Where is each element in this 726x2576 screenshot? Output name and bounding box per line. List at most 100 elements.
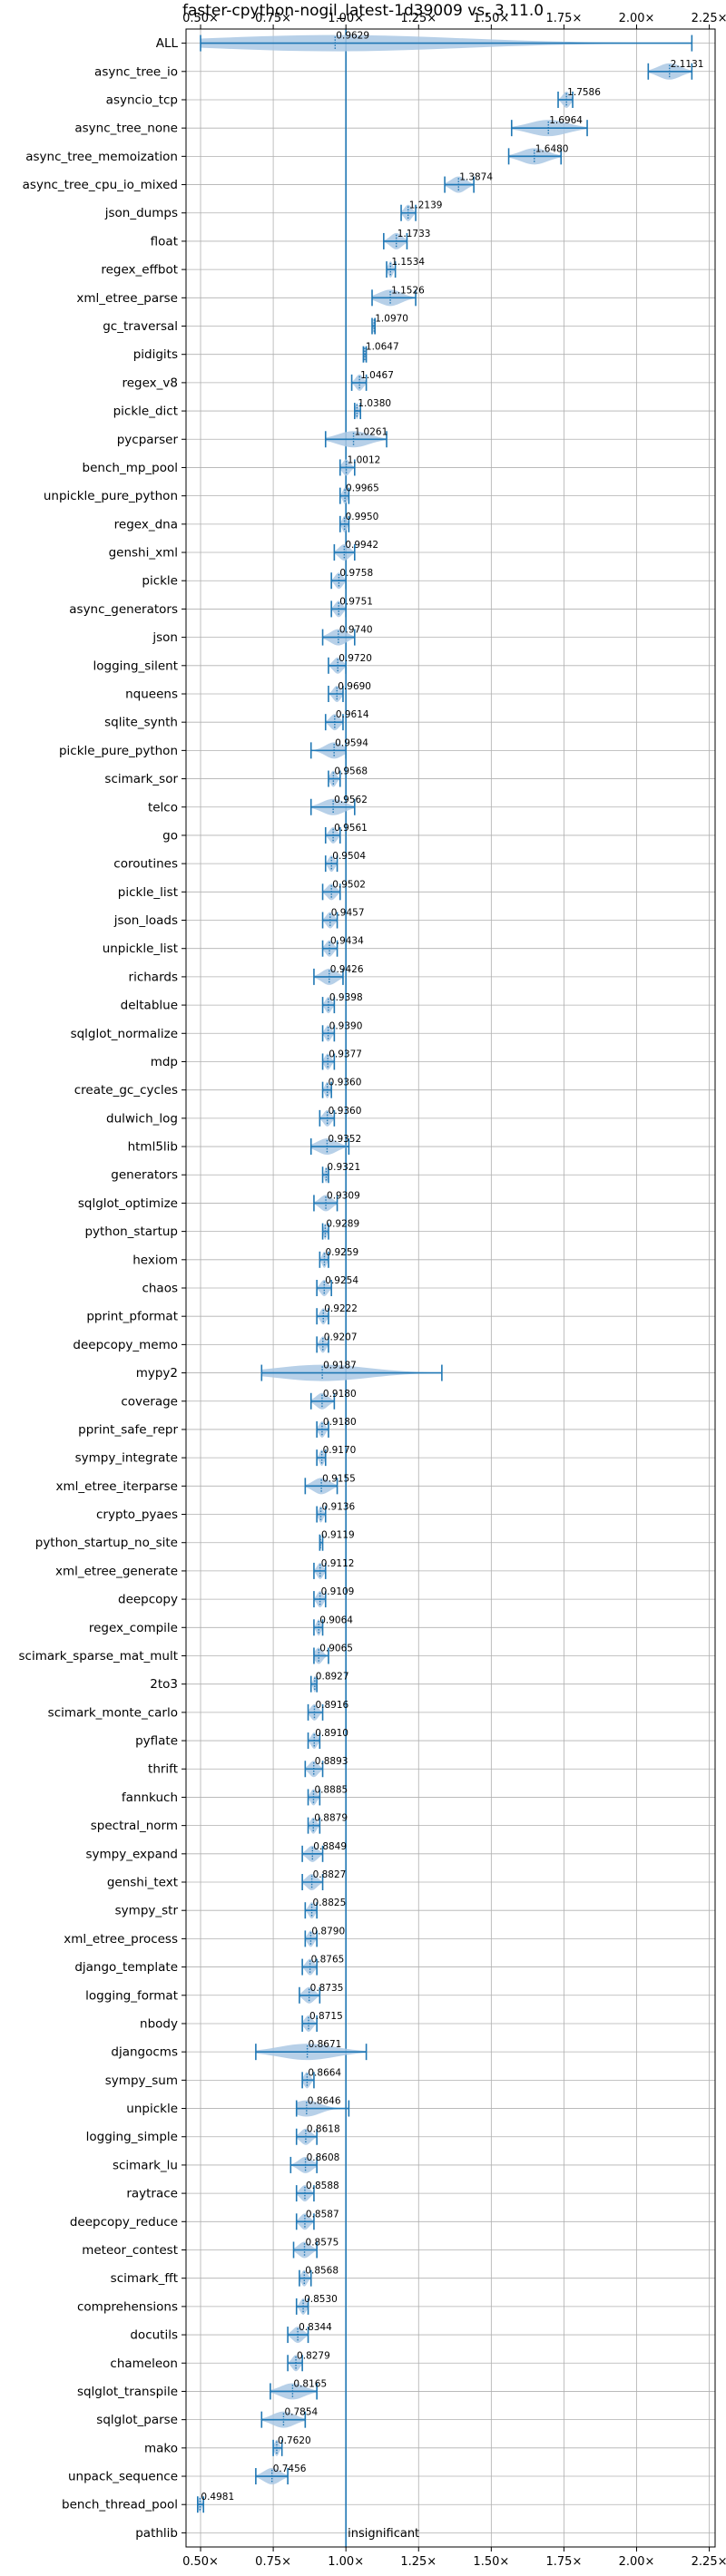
median-value-label: 0.8568 — [305, 2266, 338, 2277]
median-value-label: 0.8893 — [315, 1756, 348, 1767]
median-value-label: 1.0380 — [358, 398, 391, 409]
benchmark-label: pickle — [142, 574, 178, 589]
median-value-label: 0.8790 — [311, 1926, 345, 1937]
x-tick-label-top: 2.00× — [619, 12, 655, 25]
median-value-label: 0.9207 — [324, 1332, 358, 1342]
benchmark-label: regex_effbot — [101, 263, 178, 278]
x-tick-label-bottom: 1.75× — [546, 2555, 583, 2569]
benchmark-label: sqlite_synth — [104, 716, 178, 730]
benchmark-label: python_startup — [84, 1225, 178, 1239]
benchmark-label: regex_v8 — [122, 376, 178, 390]
benchmark-label: mdp — [151, 1055, 178, 1069]
benchmark-label: crypto_pyaes — [96, 1508, 178, 1522]
median-value-label: 0.9740 — [339, 625, 373, 636]
benchmark-label: deepcopy_memo — [73, 1338, 178, 1352]
median-value-label: 0.9942 — [345, 540, 378, 551]
benchmark-label: xml_etree_iterparse — [56, 1479, 179, 1494]
benchmark-label: djangocms — [111, 2045, 178, 2060]
x-tick-label-bottom: 0.75× — [255, 2555, 291, 2569]
benchmark-label: scimark_sparse_mat_mult — [19, 1649, 178, 1664]
median-value-label: 0.9119 — [321, 1530, 355, 1541]
benchmark-label: pickle_pure_python — [59, 744, 178, 758]
median-value-label: 0.9720 — [338, 653, 372, 664]
median-value-label: 0.9398 — [329, 992, 363, 1003]
benchmark-label: ALL — [156, 36, 179, 51]
benchmark-label: mypy2 — [136, 1366, 178, 1381]
x-tick-label-bottom: 1.25× — [400, 2555, 437, 2569]
median-value-label: 0.9352 — [328, 1134, 361, 1145]
benchmark-label: comprehensions — [77, 2299, 178, 2314]
benchmark-label: pprint_pformat — [86, 1310, 178, 1324]
benchmark-label: pathlib — [135, 2526, 178, 2541]
benchmark-label: 2to3 — [150, 1677, 178, 1692]
median-value-label: 0.9504 — [332, 851, 366, 862]
median-value-label: 0.7854 — [284, 2407, 318, 2418]
benchmark-label: json_loads — [113, 913, 178, 928]
chart-title: faster-cpython-nogil_latest-1d39009 vs. … — [182, 2, 544, 20]
x-tick-label-top: 1.25× — [400, 12, 437, 25]
benchmark-label: async_tree_io — [94, 64, 178, 79]
benchmark-label: async_generators — [69, 602, 178, 617]
median-value-label: 0.9109 — [321, 1586, 355, 1597]
median-value-label: 0.9180 — [323, 1389, 357, 1400]
median-value-label: 0.8910 — [315, 1728, 348, 1739]
benchmark-label: pprint_safe_repr — [78, 1422, 178, 1437]
x-tick-label-bottom: 1.00× — [328, 2555, 364, 2569]
benchmark-label: regex_compile — [89, 1621, 178, 1635]
median-value-label: 0.9254 — [325, 1275, 358, 1286]
median-value-label: 0.9457 — [331, 908, 365, 919]
median-value-label: 0.9180 — [323, 1417, 357, 1428]
benchmark-label: create_gc_cycles — [74, 1083, 178, 1098]
benchmark-label: unpickle — [126, 2102, 178, 2116]
median-value-label: 0.9426 — [330, 964, 364, 975]
benchmark-label: logging_silent — [93, 659, 178, 673]
median-value-label: 0.9751 — [339, 596, 373, 607]
benchmark-label: sqlglot_transpile — [77, 2385, 178, 2399]
benchmark-label: async_tree_cpu_io_mixed — [23, 178, 178, 192]
benchmark-label: pycparser — [117, 433, 179, 447]
median-value-label: 0.8344 — [299, 2322, 332, 2333]
benchmark-label: go — [162, 828, 178, 843]
benchmark-label: pidigits — [133, 347, 178, 362]
benchmark-label: sympy_str — [115, 1904, 179, 1918]
median-value-label: 0.9360 — [329, 1078, 362, 1088]
median-value-label: 0.7620 — [278, 2435, 311, 2446]
median-value-label: 1.0970 — [375, 314, 408, 325]
median-value-label: 0.9064 — [319, 1615, 353, 1625]
median-value-label: 1.6964 — [549, 115, 583, 126]
benchmark-label: scimark_lu — [113, 2158, 178, 2172]
median-value-label: 0.9377 — [329, 1049, 362, 1059]
benchmark-label: deepcopy — [118, 1593, 178, 1607]
benchmark-label: scimark_sor — [104, 772, 178, 786]
benchmark-label: scimark_fft — [111, 2271, 178, 2286]
benchmark-label: json — [152, 630, 178, 645]
benchmark-label: pickle_list — [118, 885, 178, 900]
benchmark-label: xml_etree_parse — [76, 291, 178, 306]
median-value-label: 1.1733 — [397, 229, 431, 239]
median-value-label: 0.9065 — [319, 1643, 353, 1654]
median-value-label: 0.9187 — [323, 1361, 357, 1371]
benchmark-label: coroutines — [113, 857, 178, 872]
median-value-label: 0.8885 — [314, 1784, 348, 1795]
median-value-label: 0.9360 — [329, 1106, 362, 1117]
x-tick-label-top: 1.75× — [546, 12, 583, 25]
median-value-label: 0.8587 — [306, 2209, 339, 2220]
benchmark-label: nbody — [140, 2016, 178, 2031]
median-value-label: 0.8575 — [306, 2237, 339, 2248]
benchmark-label: sympy_integrate — [75, 1451, 178, 1466]
benchmark-label: bench_mp_pool — [83, 461, 178, 475]
x-tick-label-bottom: 1.50× — [473, 2555, 509, 2569]
benchmark-label: html5lib — [128, 1140, 178, 1155]
benchmark-label: sympy_sum — [105, 2073, 178, 2088]
benchmark-label: dulwich_log — [106, 1111, 178, 1126]
violin-layer — [197, 34, 693, 2513]
median-value-label: 0.8765 — [311, 1955, 345, 1966]
x-tick-label-bottom: 2.00× — [619, 2555, 655, 2569]
median-value-label: 0.8588 — [306, 2181, 339, 2191]
median-value-label: 0.8608 — [307, 2152, 340, 2163]
benchmark-label: fannkuch — [122, 1791, 178, 1805]
benchmark-label: regex_dna — [114, 517, 178, 532]
benchmark-label: hexiom — [132, 1253, 178, 1267]
insignificant-label: insignificant — [348, 2527, 419, 2541]
